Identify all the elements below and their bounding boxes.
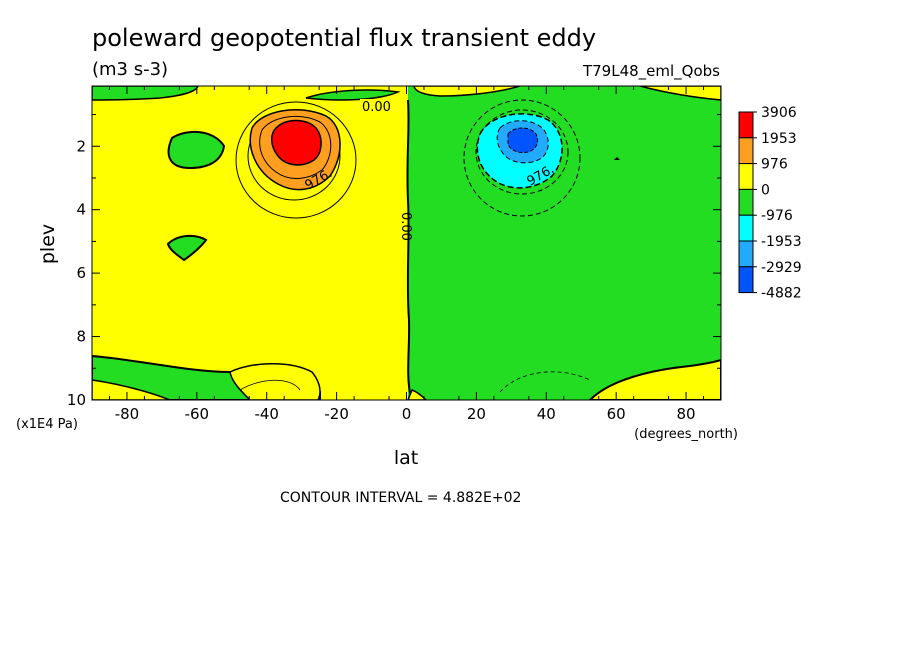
chart-title: poleward geopotential flux transient edd… (92, 24, 596, 52)
colorbar: 3906 1953 976 0 -976 -1953 -2929 -4882 (738, 105, 802, 302)
x-tick-label: 0 (402, 405, 412, 423)
y-axis-label: plev (37, 224, 59, 264)
positive-outer-contour (235, 101, 357, 219)
contour-interval: CONTOUR INTERVAL = 4.882E+02 (280, 490, 521, 506)
colorbar-swatch (738, 188, 754, 216)
colorbar-swatch (738, 214, 754, 242)
bottom-yellow-band-north (588, 358, 721, 400)
thin-contour-south (239, 379, 301, 391)
colorbar-label: 1953 (761, 131, 797, 147)
thin-contour-north (499, 371, 591, 393)
contour-label-zero: 0.00 (398, 212, 413, 241)
x-tick-label: 80 (677, 405, 696, 423)
top-green-lens (305, 89, 401, 101)
top-green-band-south (92, 86, 199, 101)
x-tick-label: 60 (607, 405, 626, 423)
negative-blue-core (507, 127, 539, 153)
contour-plot: 0.00 976. 0.00 976. (92, 86, 721, 400)
positive-region (92, 86, 408, 400)
y-tick-label: 4 (76, 201, 86, 219)
y-tick-label: 10 (67, 391, 86, 409)
small-marker (614, 157, 620, 160)
colorbar-label: -976 (761, 208, 793, 224)
y-tick-label: 8 (76, 328, 86, 346)
contour-label-top: 0.00 (362, 100, 391, 115)
zero-sliver (407, 389, 428, 400)
colorbar-label: 976 (761, 157, 788, 173)
colorbar-swatch (738, 163, 754, 190)
y-tick-label: 2 (76, 137, 86, 155)
bottom-yellow-lens (229, 363, 321, 400)
colorbar-swatch (738, 266, 754, 294)
colorbar-label: 0 (761, 182, 770, 198)
negative-blob-south-2 (166, 234, 208, 262)
x-axis-label: lat (394, 447, 418, 469)
negative-outer-contour (463, 99, 581, 217)
colorbar-label: -4882 (761, 286, 802, 302)
zero-contour-line (406, 99, 413, 400)
negative-blob-south-1 (167, 130, 226, 170)
x-tick-label: 40 (537, 405, 556, 423)
negative-region (408, 86, 721, 400)
x-tick-label: -40 (254, 405, 279, 423)
y-tick-label: 6 (76, 264, 86, 282)
x-tick-label: -60 (185, 405, 210, 423)
x-tick-label: -20 (324, 405, 349, 423)
positive-red-core (271, 119, 322, 166)
colorbar-swatch (738, 240, 754, 268)
x-tick-label: 20 (467, 405, 486, 423)
label-bg-top (360, 99, 398, 113)
y-axis: 2 4 6 8 10 (67, 114, 721, 409)
negative-contour-976 (475, 109, 569, 195)
x-axis-units: (degrees_north) (634, 427, 738, 442)
colorbar-label: 3906 (761, 105, 797, 121)
colorbar-label: -1953 (761, 234, 802, 250)
x-axis: -80 -60 -40 -20 0 20 40 60 80 (108, 86, 705, 423)
colorbar-swatch (738, 137, 754, 165)
y-axis-units: (x1E4 Pa) (16, 417, 78, 432)
colorbar-label: -2929 (761, 260, 802, 276)
chart-units: (m3 s-3) (92, 59, 168, 80)
run-label: T79L48_eml_Qobs (582, 62, 720, 81)
x-tick-label: -80 (115, 405, 140, 423)
colorbar-swatch (738, 111, 754, 139)
